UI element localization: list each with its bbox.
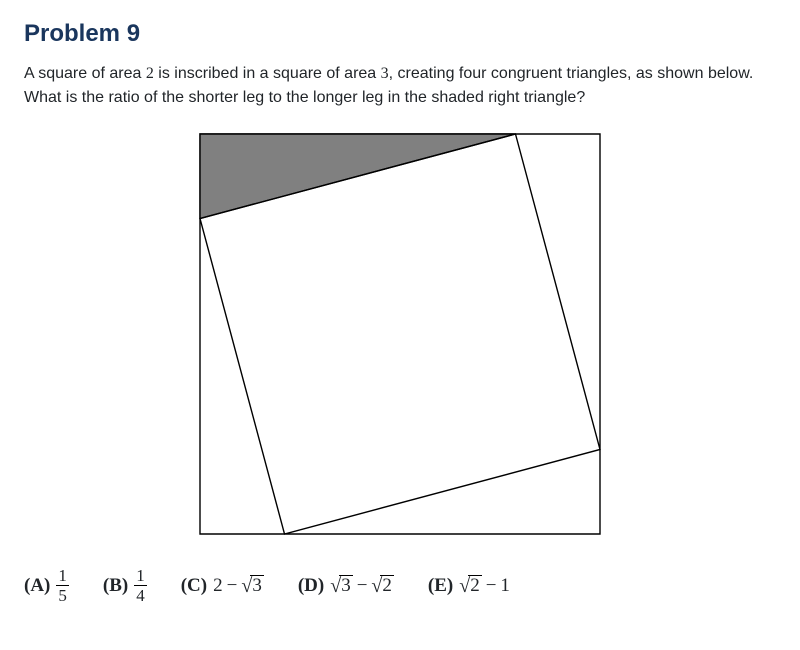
choice-a-label: (A) [24, 575, 50, 597]
geometry-figure [190, 124, 610, 549]
radicand: 2 [380, 575, 394, 597]
choice-b-label: (B) [103, 575, 128, 597]
sqrt: √2 [459, 575, 481, 597]
text-part: is inscribed in a square of area [154, 65, 381, 82]
problem-title: Problem 9 [24, 20, 776, 48]
radical-icon: √ [330, 576, 341, 596]
figure-container [24, 124, 776, 549]
sqrt: √3 [330, 575, 352, 597]
problem-statement: A square of area 2 is inscribed in a squ… [24, 62, 776, 110]
expr-text: 2 [213, 575, 223, 597]
choice-d: (D) √3 − √2 [298, 575, 394, 597]
math-inline: 2 [146, 65, 154, 82]
fraction: 1 4 [134, 567, 147, 604]
minus-op: − [227, 575, 238, 597]
choice-c: (C) 2 − √3 [181, 575, 264, 597]
choice-d-label: (D) [298, 575, 324, 597]
choice-e: (E) √2 − 1 [428, 575, 510, 597]
radicand: 3 [339, 575, 353, 597]
answer-choices: (A) 1 5 (B) 1 4 (C) 2 − √3 (D) √3 − √2 (… [24, 567, 776, 604]
minus-op: − [357, 575, 368, 597]
choice-e-label: (E) [428, 575, 453, 597]
sqrt: √3 [241, 575, 263, 597]
choice-c-label: (C) [181, 575, 207, 597]
denominator: 4 [134, 585, 147, 604]
sqrt: √2 [371, 575, 393, 597]
minus-op: − [486, 575, 497, 597]
radical-icon: √ [459, 576, 470, 596]
radicand: 3 [250, 575, 264, 597]
fraction: 1 5 [56, 567, 69, 604]
math-inline: 3 [381, 65, 389, 82]
denominator: 5 [56, 585, 69, 604]
choice-b: (B) 1 4 [103, 567, 147, 604]
expr-text: 1 [500, 575, 510, 597]
radical-icon: √ [371, 576, 382, 596]
inscribed-squares-svg [190, 124, 610, 544]
numerator: 1 [134, 567, 147, 585]
text-part: A square of area [24, 65, 146, 82]
numerator: 1 [56, 567, 69, 585]
radical-icon: √ [241, 576, 252, 596]
choice-a: (A) 1 5 [24, 567, 69, 604]
radicand: 2 [468, 575, 482, 597]
